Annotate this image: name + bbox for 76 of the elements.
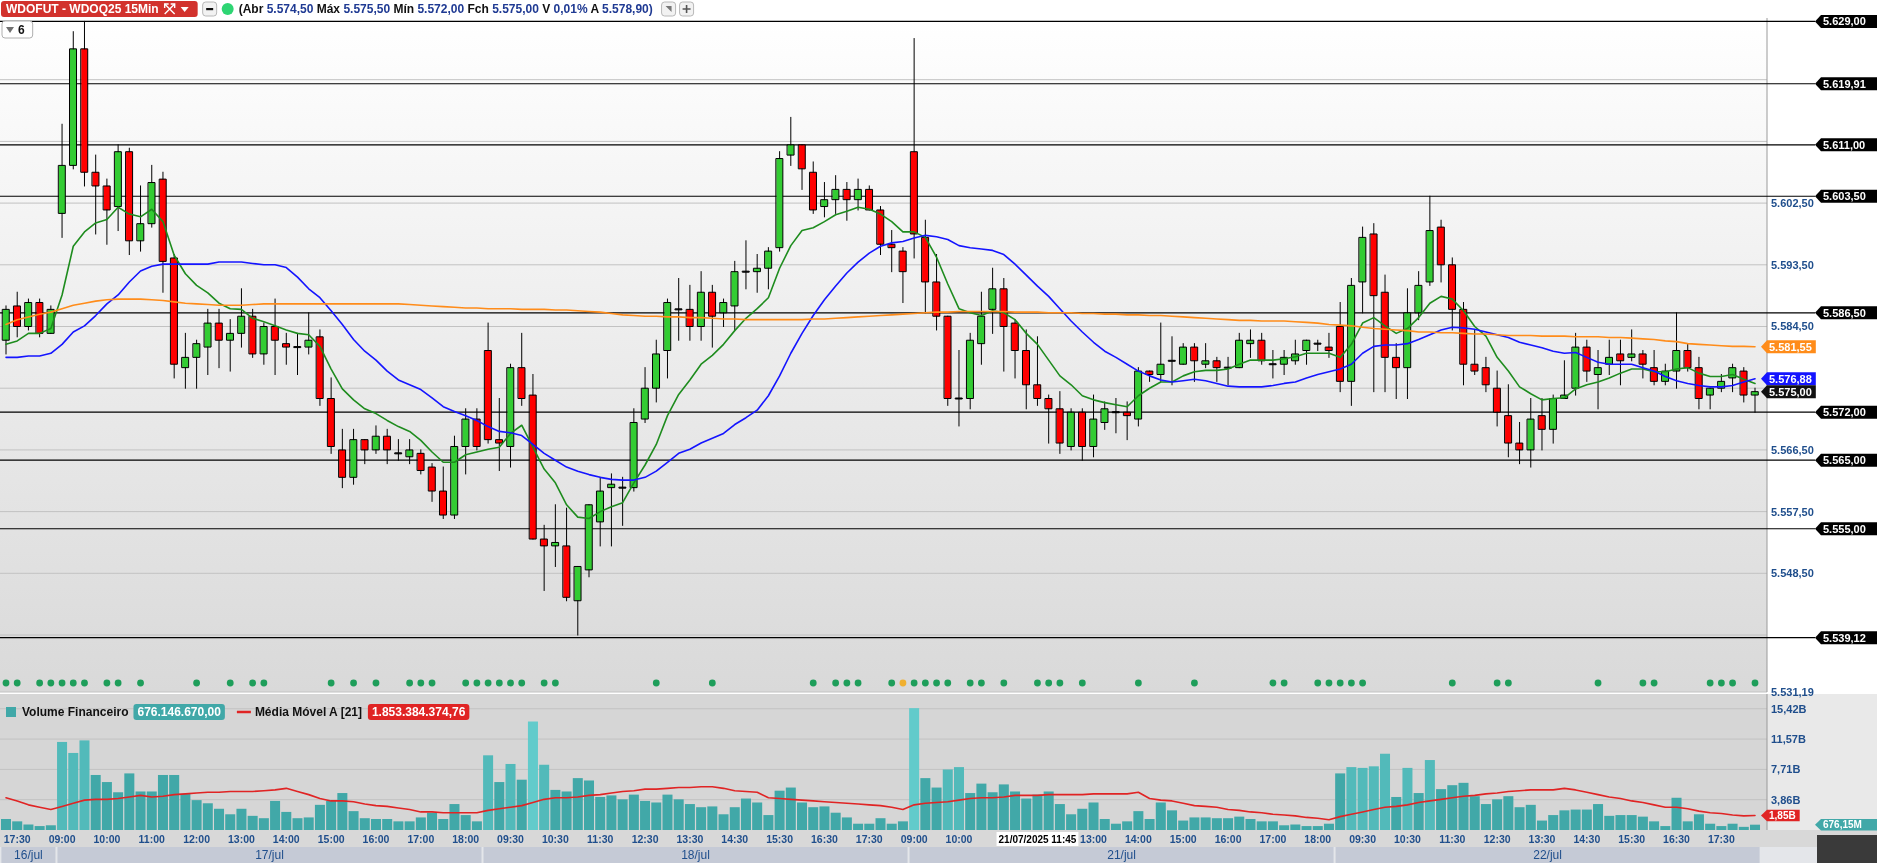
y-tick-label: 11,57B: [1771, 733, 1806, 746]
y-tick-label: 5.593,50: [1771, 258, 1814, 271]
y-tick-label: 5.584,50: [1771, 320, 1814, 333]
y-tick-label: 5.548,50: [1771, 567, 1814, 580]
x-tick-label: 14:00: [1124, 832, 1152, 845]
x-tick-label: 13:30: [676, 832, 704, 845]
y-tick-label: 15,42B: [1771, 702, 1807, 715]
data-label: 5.581,55: [1769, 340, 1812, 353]
x-tick-label: 09:30: [1349, 832, 1377, 845]
text: (Abr 5.574,50 Máx 5.575,50 Mín 5.572,00 Fch 5.575,00 V 0,01% A 5.578,90): [238, 2, 653, 17]
x-tick-label: 12:30: [631, 832, 659, 845]
y-tick-label: 5.566,50: [1771, 443, 1814, 456]
x-tick-label: 18:00: [1304, 832, 1332, 845]
annotation: 676.146.670,00: [137, 705, 222, 720]
ref-line-label: 5.629,00: [1823, 15, 1866, 28]
ref-line-label: 5.611,00: [1823, 138, 1866, 151]
x-tick-label: 11:30: [1439, 832, 1466, 845]
ref-line-label: 5.572,00: [1823, 406, 1866, 419]
chart-title: WDOFUT - WDOQ25 15Min: [6, 2, 159, 17]
x-tick-label: 11:30: [587, 832, 614, 845]
x-tick-label: 15:00: [1169, 832, 1197, 845]
text: 22/jul: [1533, 848, 1562, 863]
x-tick-label: 16:30: [1663, 832, 1691, 845]
data-label: 1,85B: [1769, 810, 1796, 822]
x-tick-label: 14:30: [721, 832, 749, 845]
x-tick-label: 13:00: [1080, 832, 1108, 845]
x-tick-label: 17:00: [1259, 832, 1287, 845]
x-tick-label: 10:00: [945, 832, 973, 845]
x-tick-label: 12:00: [183, 832, 211, 845]
legend-label: Volume Financeiro: [22, 705, 129, 720]
ref-line-label: 5.603,50: [1823, 190, 1866, 203]
ref-line-label: 5.586,50: [1823, 306, 1866, 319]
count-badge: 6: [1, 20, 34, 39]
legend-label: Média Móvel A [21]: [254, 705, 363, 720]
x-tick-label: 09:30: [497, 832, 525, 845]
text: 21/07/2025 11:45: [998, 833, 1077, 845]
x-tick-label: 16:30: [811, 832, 839, 845]
x-tick-label: 16:00: [362, 832, 390, 845]
x-tick-label: 10:30: [541, 832, 569, 845]
text: 17/jul: [255, 848, 284, 863]
x-tick-label: 10:00: [93, 832, 121, 845]
text: 21/jul: [1107, 848, 1136, 863]
text: 16/jul: [14, 848, 43, 863]
text: 5.575,00: [1769, 385, 1812, 398]
y-tick-label: 5.531,19: [1771, 685, 1814, 698]
y-tick-label: 3,86B: [1771, 793, 1801, 806]
text: 18/jul: [681, 848, 710, 863]
x-tick-label: 17:30: [1707, 832, 1735, 845]
ref-line-label: 5.565,00: [1823, 454, 1866, 467]
x-tick-label: 12:30: [1483, 832, 1511, 845]
y-tick-label: 7,71B: [1771, 763, 1801, 776]
x-tick-label: 15:30: [1618, 832, 1646, 845]
x-tick-label: 13:00: [228, 832, 256, 845]
x-tick-label: 09:00: [48, 832, 76, 845]
x-tick-label: 14:30: [1573, 832, 1601, 845]
data-label: 5.576,88: [1769, 372, 1812, 385]
ref-line-label: 5.555,00: [1823, 522, 1866, 535]
x-tick-label: 18:00: [452, 832, 480, 845]
x-tick-label: 10:30: [1394, 832, 1422, 845]
x-tick-label: 13:30: [1528, 832, 1556, 845]
annotation: 6: [18, 22, 25, 37]
text: 676,15M: [1823, 819, 1862, 831]
x-tick-label: 16:00: [1214, 832, 1242, 845]
annotation: 1.853.384.374,76: [371, 705, 466, 720]
ref-line-label: 5.619,91: [1823, 77, 1866, 90]
x-tick-label: 15:30: [766, 832, 794, 845]
y-tick-label: 5.602,50: [1771, 197, 1814, 210]
x-tick-label: 17:30: [855, 832, 883, 845]
y-tick-label: 5.557,50: [1771, 505, 1814, 518]
x-tick-label: 15:00: [317, 832, 345, 845]
x-tick-label: 14:00: [272, 832, 300, 845]
ref-line-label: 5.539,12: [1823, 631, 1866, 644]
x-tick-label: 11:00: [138, 832, 166, 845]
x-tick-label: 09:00: [900, 832, 928, 845]
x-tick-label: 17:00: [407, 832, 435, 845]
x-tick-label: 17:30: [3, 832, 31, 845]
